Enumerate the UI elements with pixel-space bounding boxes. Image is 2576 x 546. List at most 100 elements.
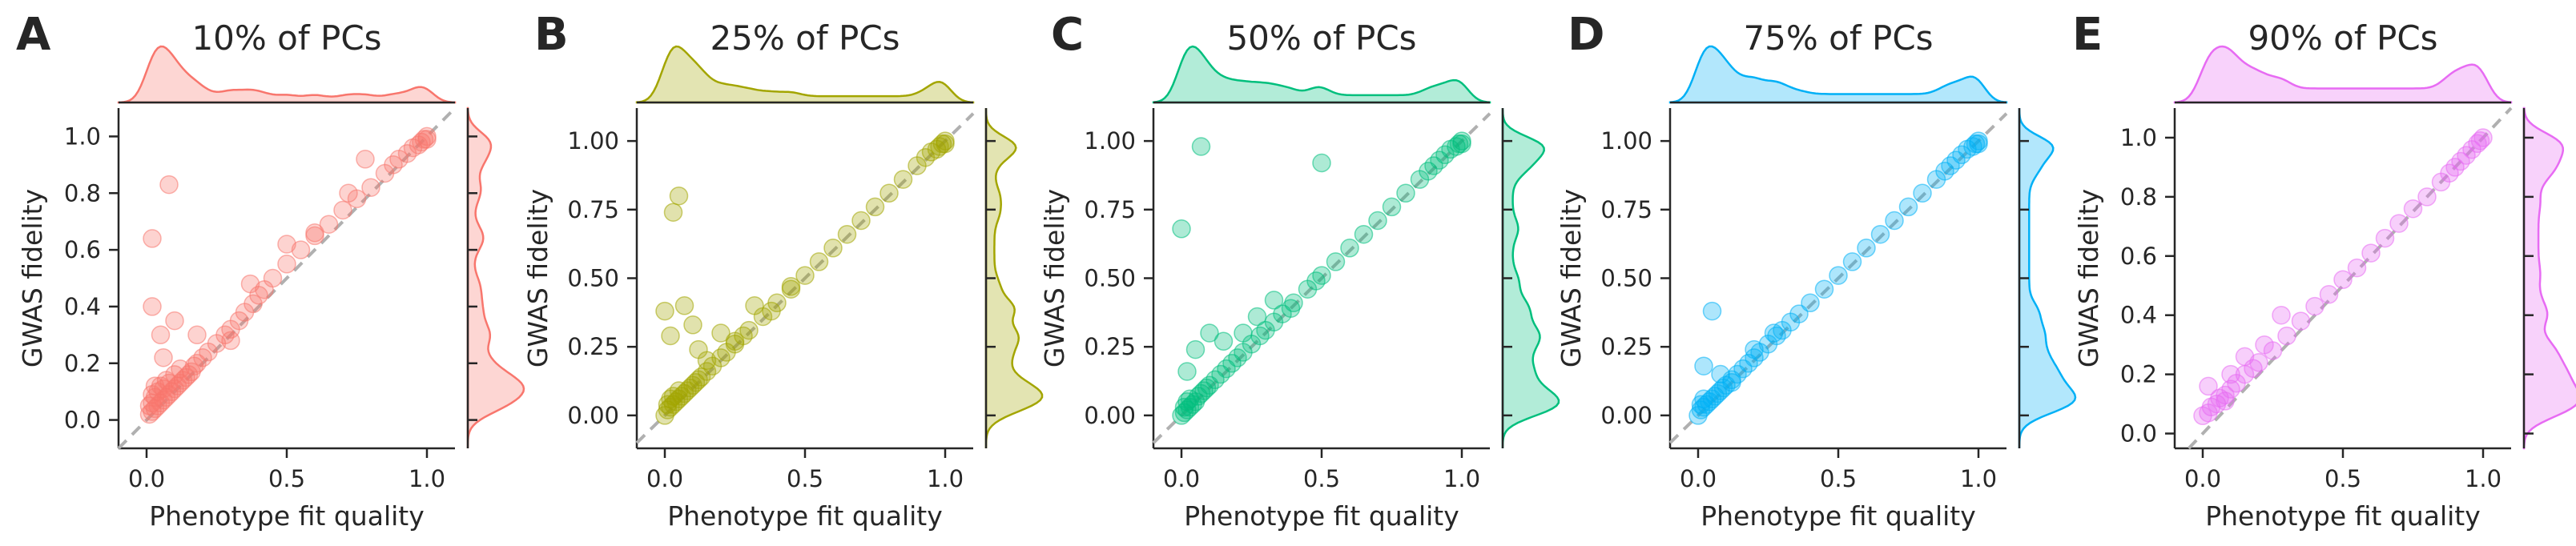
panel-title: 10% of PCs [191,18,381,58]
scatter-point [263,268,283,288]
scatter-point [1264,291,1284,310]
scatter-point [1194,381,1214,400]
scatter-point [1200,323,1219,343]
identity-reference-line [1668,112,2008,444]
scatter-point [2305,296,2324,316]
scatter-point [2473,128,2493,147]
y-axis-label: GWAS fidelity [2073,189,2104,367]
x-tick-label: 0.5 [2324,465,2361,492]
identity-reference-line [2188,106,2513,450]
scatter-point [1177,362,1197,381]
scatter-point [739,320,759,340]
scatter-point [2333,270,2353,290]
scatter-points [655,131,955,425]
scatter-point [1354,224,1374,244]
x-tick-label: 1.0 [2465,465,2502,492]
top-marginal-kde [635,45,975,104]
scatter-point [215,325,235,345]
scatter-point [762,301,781,321]
scatter-point [823,239,843,258]
scatter-point [143,297,162,316]
scatter-point [1284,293,1303,313]
scatter-point [2417,187,2437,207]
scatter-point [151,325,171,345]
scatter-point [691,367,711,387]
panel-title: 90% of PCs [2248,18,2437,58]
scatter-points [2193,128,2493,426]
scatter-point [2319,285,2339,304]
scatter-point [2277,326,2296,346]
scatter-point [1217,359,1236,379]
scatter-point [711,323,731,343]
scatter-point [305,223,324,243]
y-tick-label: 1.0 [2120,124,2157,151]
scatter-point [851,211,871,231]
scatter-point [1326,252,1346,271]
scatter-point [1430,151,1449,170]
scatter-point [361,178,380,197]
x-tick-label: 0.5 [1820,465,1857,492]
scatter-point [2403,199,2423,219]
y-tick-label: 0.00 [1084,402,1136,429]
scatter-point [697,362,717,381]
scatter-point [1913,183,1932,203]
scatter-point [2468,134,2487,154]
scatter-point [1857,239,1876,258]
scatter-point [2389,214,2409,233]
scatter-point [1340,239,1359,258]
scatter-point [187,325,207,345]
scatter-point [1764,323,1784,343]
x-axis-label: Phenotype fit quality [1701,500,1976,532]
scatter-point [1745,339,1764,359]
scatter-points [1172,131,1471,425]
scatter-point [1214,331,1234,351]
x-tick-label: 0.5 [1303,465,1340,492]
y-tick-label: 0.25 [567,333,619,360]
y-tick-label: 1.00 [1600,127,1652,155]
y-axis-label: GWAS fidelity [1556,189,1587,367]
panel-letter: B [534,9,569,61]
scatter-point [1312,266,1331,285]
scatter-point [745,296,764,315]
scatter-point [1281,299,1301,318]
x-tick-label: 0.0 [2184,465,2221,492]
scatter-point [1733,359,1753,379]
y-tick-label: 0.75 [567,196,619,223]
y-tick-label: 0.50 [1084,265,1136,292]
scatter-point [669,186,689,206]
x-tick-label: 0.0 [128,465,165,492]
scatter-point [936,134,955,154]
y-tick-label: 0.50 [567,265,619,292]
top-marginal-kde [1152,45,1491,104]
y-axis-label: GWAS fidelity [17,189,48,367]
scatter-point [2249,353,2268,372]
right-marginal-kde [1501,107,1560,449]
panel-e: E 90% of PCs 0.0 0.5 1.0 0.0 0.2 0.4 0.6 0.8 1.0 Ph… [2072,9,2576,532]
scatter-point [1306,271,1326,291]
scatter-point [1172,219,1191,239]
scatter-point [809,252,829,271]
y-tick-label: 0.25 [1084,333,1136,360]
scatter-point [159,175,179,195]
y-tick-label: 0.4 [64,293,101,320]
x-tick-label: 0.0 [646,465,683,492]
scatter-point [1702,301,1722,321]
scatter-point [291,240,311,259]
scatter-point [2451,151,2470,171]
scatter-point [2440,163,2459,183]
scatter-point [1222,354,1242,373]
scatter-point [2221,364,2240,384]
y-tick-label: 0.00 [1600,402,1652,429]
scatter-point [1694,356,1713,375]
scatter-point [154,347,173,367]
scatter-point [277,235,296,254]
scatter-point [879,183,899,203]
scatter-point [2457,146,2476,165]
x-tick-label: 1.0 [1443,465,1480,492]
y-tick-label: 0.8 [64,179,101,207]
scatter-point [277,255,296,274]
scatter-point [2235,347,2255,367]
scatter-point [1969,134,1988,154]
scatter-point [781,277,801,296]
scatter-point [1211,364,1230,384]
